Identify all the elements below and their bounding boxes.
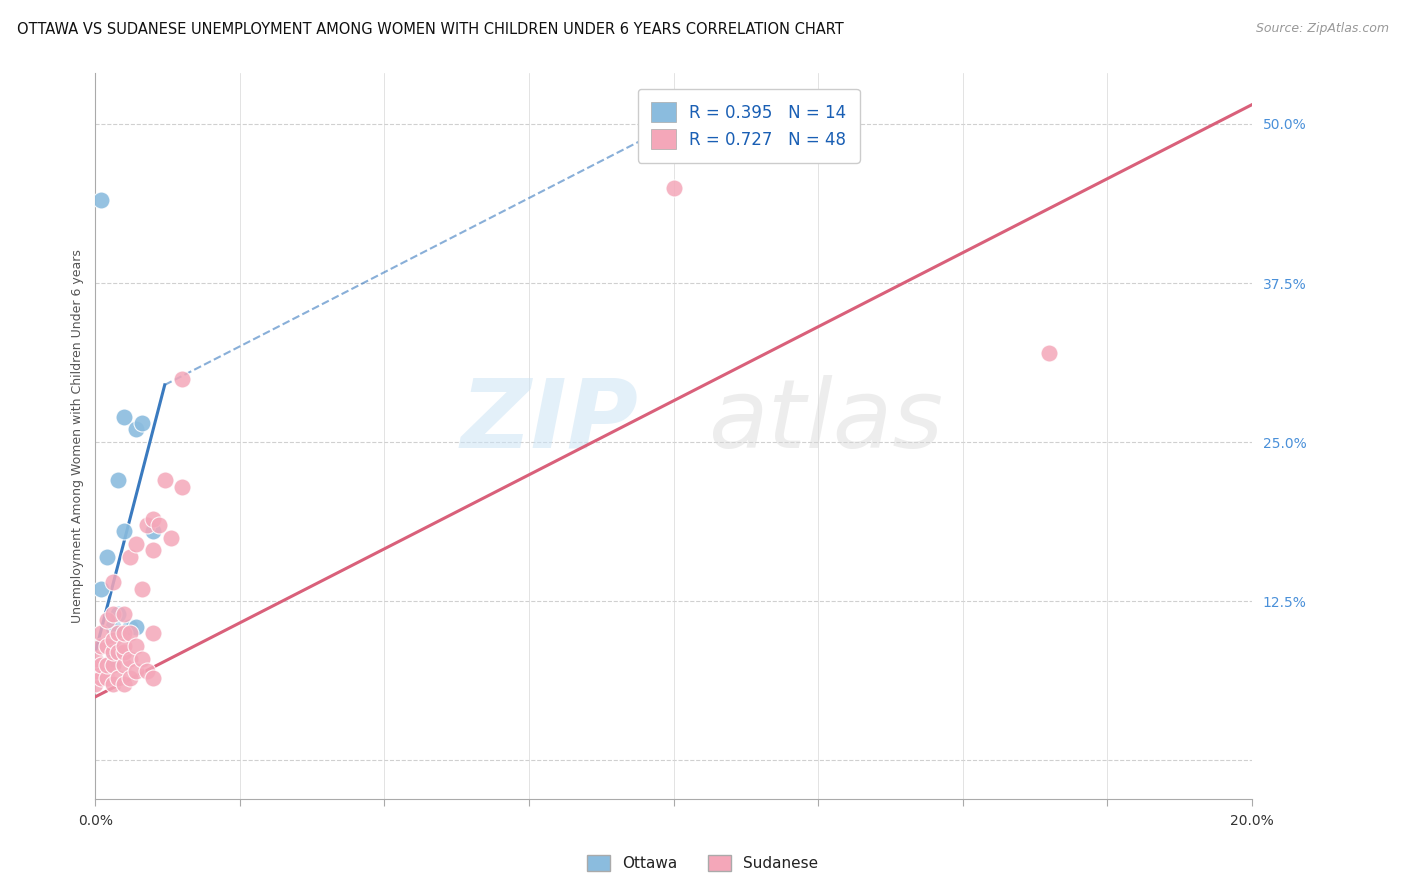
Point: [101, 632, 124, 647]
Point: [153, 474, 176, 488]
Point: [142, 511, 165, 525]
Point: [107, 626, 129, 640]
Point: [159, 531, 181, 545]
Point: [136, 665, 159, 679]
Legend: Ottawa, Sudanese: Ottawa, Sudanese: [581, 849, 825, 877]
Point: [125, 620, 148, 634]
Point: [118, 620, 141, 634]
Point: [107, 645, 129, 659]
Point: [96, 614, 118, 628]
Point: [125, 422, 148, 436]
Point: [101, 645, 124, 659]
Point: [107, 474, 129, 488]
Point: [96, 639, 118, 653]
Point: [84, 651, 107, 665]
Point: [96, 671, 118, 685]
Point: [112, 607, 135, 621]
Point: [118, 671, 141, 685]
Point: [125, 537, 148, 551]
Point: [107, 607, 129, 621]
Point: [112, 677, 135, 691]
Point: [90, 639, 112, 653]
Point: [84, 677, 107, 691]
Point: [136, 517, 159, 532]
Point: [118, 626, 141, 640]
Point: [90, 194, 112, 208]
Point: [112, 639, 135, 653]
Point: [131, 651, 153, 665]
Point: [142, 671, 165, 685]
Point: [142, 524, 165, 539]
Point: [90, 626, 112, 640]
Text: ZIP: ZIP: [461, 375, 638, 467]
Point: [142, 543, 165, 558]
Point: [118, 549, 141, 564]
Point: [96, 549, 118, 564]
Point: [112, 657, 135, 672]
Point: [112, 626, 135, 640]
Point: [101, 620, 124, 634]
Point: [84, 665, 107, 679]
Point: [112, 645, 135, 659]
Text: Source: ZipAtlas.com: Source: ZipAtlas.com: [1256, 22, 1389, 36]
Point: [96, 657, 118, 672]
Point: [662, 180, 685, 194]
Point: [112, 524, 135, 539]
Point: [1038, 346, 1060, 360]
Y-axis label: Unemployment Among Women with Children Under 6 years: Unemployment Among Women with Children U…: [72, 249, 84, 623]
Point: [170, 480, 193, 494]
Point: [90, 657, 112, 672]
Point: [101, 575, 124, 590]
Point: [142, 626, 165, 640]
Point: [148, 517, 170, 532]
Point: [90, 671, 112, 685]
Point: [118, 651, 141, 665]
Point: [90, 582, 112, 596]
Point: [101, 677, 124, 691]
Point: [131, 416, 153, 430]
Point: [125, 639, 148, 653]
Point: [101, 607, 124, 621]
Legend: R = 0.395   N = 14, R = 0.727   N = 48: R = 0.395 N = 14, R = 0.727 N = 48: [637, 88, 859, 162]
Point: [112, 409, 135, 424]
Point: [125, 665, 148, 679]
Point: [101, 651, 124, 665]
Point: [107, 671, 129, 685]
Point: [170, 371, 193, 385]
Text: OTTAWA VS SUDANESE UNEMPLOYMENT AMONG WOMEN WITH CHILDREN UNDER 6 YEARS CORRELAT: OTTAWA VS SUDANESE UNEMPLOYMENT AMONG WO…: [17, 22, 844, 37]
Point: [131, 582, 153, 596]
Text: atlas: atlas: [709, 375, 943, 467]
Point: [101, 657, 124, 672]
